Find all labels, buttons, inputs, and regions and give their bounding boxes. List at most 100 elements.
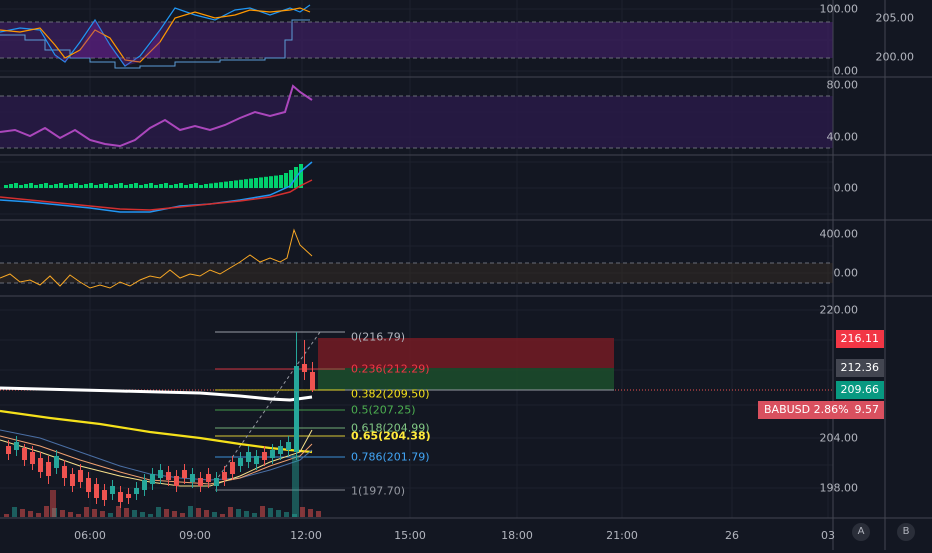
candle-body — [238, 458, 243, 466]
macd-histogram-bar — [49, 185, 53, 188]
macd-axis-label-0: 0.00 — [833, 181, 859, 195]
macd-histogram-bar — [289, 170, 293, 188]
volume-bar — [108, 513, 113, 517]
macd-histogram-bar — [139, 185, 143, 188]
oscillator-pane — [0, 228, 833, 289]
macd-histogram-bar — [4, 185, 8, 188]
stoch-axis-label-0: 0.00 — [833, 64, 859, 78]
candle-body — [182, 470, 187, 478]
candle-body — [158, 470, 163, 478]
fib-label-0618: 0.618(204.99) — [351, 421, 430, 435]
ma-orange — [0, 435, 313, 485]
volume-bar — [12, 507, 17, 517]
macd-histogram-bar — [249, 178, 253, 188]
macd-histogram-bar — [174, 184, 178, 188]
volume-bar — [28, 511, 33, 517]
macd-histogram-bar — [239, 179, 243, 188]
candle-body — [134, 488, 139, 494]
candle-body — [126, 494, 131, 498]
candle-body — [206, 474, 211, 482]
macd-histogram-bar — [129, 184, 133, 188]
volume-bar — [300, 507, 305, 517]
log-scale-button[interactable]: B — [897, 523, 915, 541]
volume-bar — [156, 507, 161, 517]
volume-bar — [60, 510, 65, 517]
candle-body — [286, 442, 291, 450]
macd-histogram-bar — [24, 184, 28, 188]
rsi-axis-label-40: 40.00 — [826, 130, 859, 144]
rsi-line — [0, 84, 313, 148]
candle-body — [262, 452, 267, 460]
volume-bar — [276, 510, 281, 517]
osc-axis-label-0: 0.00 — [833, 266, 859, 280]
fib-label-1: 1(197.70) — [351, 484, 406, 498]
volume-bar — [92, 509, 97, 517]
candle-body — [46, 462, 51, 476]
volume-bar — [268, 508, 273, 517]
macd-histogram-bar — [84, 184, 88, 188]
macd-histogram-bar — [104, 183, 108, 188]
fibonacci-retracement — [215, 331, 345, 491]
osc-axis-label-400: 400.00 — [819, 227, 859, 241]
volume-bar — [36, 513, 41, 517]
candle-body — [198, 478, 203, 486]
volume-bar — [212, 512, 217, 517]
macd-histogram-bar — [99, 184, 103, 188]
candle-body — [118, 492, 123, 502]
macd-histogram-bar — [59, 183, 63, 188]
time-label-03: 03 — [821, 529, 835, 542]
volume-bar — [100, 511, 105, 517]
macd-histogram-bar — [94, 185, 98, 188]
candle-body — [70, 474, 75, 486]
candle-body — [102, 490, 107, 500]
candle-body — [310, 372, 315, 390]
osc-line — [0, 228, 313, 289]
price-axis-label-204: 204.00 — [819, 431, 859, 445]
auto-scale-button[interactable]: A — [852, 523, 870, 541]
rsi-band — [0, 96, 833, 148]
symbol-change-badge: BABUSD 2.86% — [758, 401, 855, 419]
macd-histogram-bar — [114, 184, 118, 188]
macd-histogram-bar — [159, 184, 163, 188]
stoch-purple-fill — [55, 20, 160, 66]
macd-histogram-bar — [169, 185, 173, 188]
volume-bar — [180, 513, 185, 517]
time-label-0600: 06:00 — [74, 529, 106, 542]
macd-histogram-bar — [14, 183, 18, 188]
volume-bar — [228, 507, 233, 517]
candle-body — [6, 446, 11, 454]
candle-body — [270, 450, 275, 458]
macd-histogram-bar — [89, 183, 93, 188]
volume-bar — [252, 513, 257, 517]
macd-histogram-bar — [229, 181, 233, 188]
macd-histogram-bar — [184, 185, 188, 188]
macd-histogram-bar — [254, 178, 258, 188]
volume-bar — [52, 508, 57, 517]
volume-bar — [44, 506, 49, 517]
volume-bar — [188, 506, 193, 517]
candle-body — [166, 472, 171, 480]
stoch-step-line — [0, 19, 310, 69]
volume-bar — [244, 511, 249, 517]
stoch-axis-label-200: 200.00 — [875, 50, 915, 64]
volume-bar — [260, 506, 265, 517]
rsi-pane — [0, 84, 833, 149]
macd-pane — [4, 164, 303, 188]
volume-bar — [204, 510, 209, 517]
candle-body — [302, 364, 307, 372]
volume-bar — [50, 490, 56, 517]
candle-body — [190, 474, 195, 482]
macd-histogram-bar — [79, 185, 83, 188]
take-profit-zone — [318, 368, 614, 390]
macd-histogram-bar — [19, 185, 23, 188]
price-tag-stop: 216.11 — [835, 330, 884, 348]
macd-histogram-bar — [189, 184, 193, 188]
stop-loss-zone — [318, 338, 614, 368]
macd-histogram-bar — [259, 177, 263, 188]
volume-bar — [316, 511, 321, 517]
candle-body — [54, 456, 59, 468]
macd-histogram-bar — [54, 184, 58, 188]
candle-body — [150, 474, 155, 484]
